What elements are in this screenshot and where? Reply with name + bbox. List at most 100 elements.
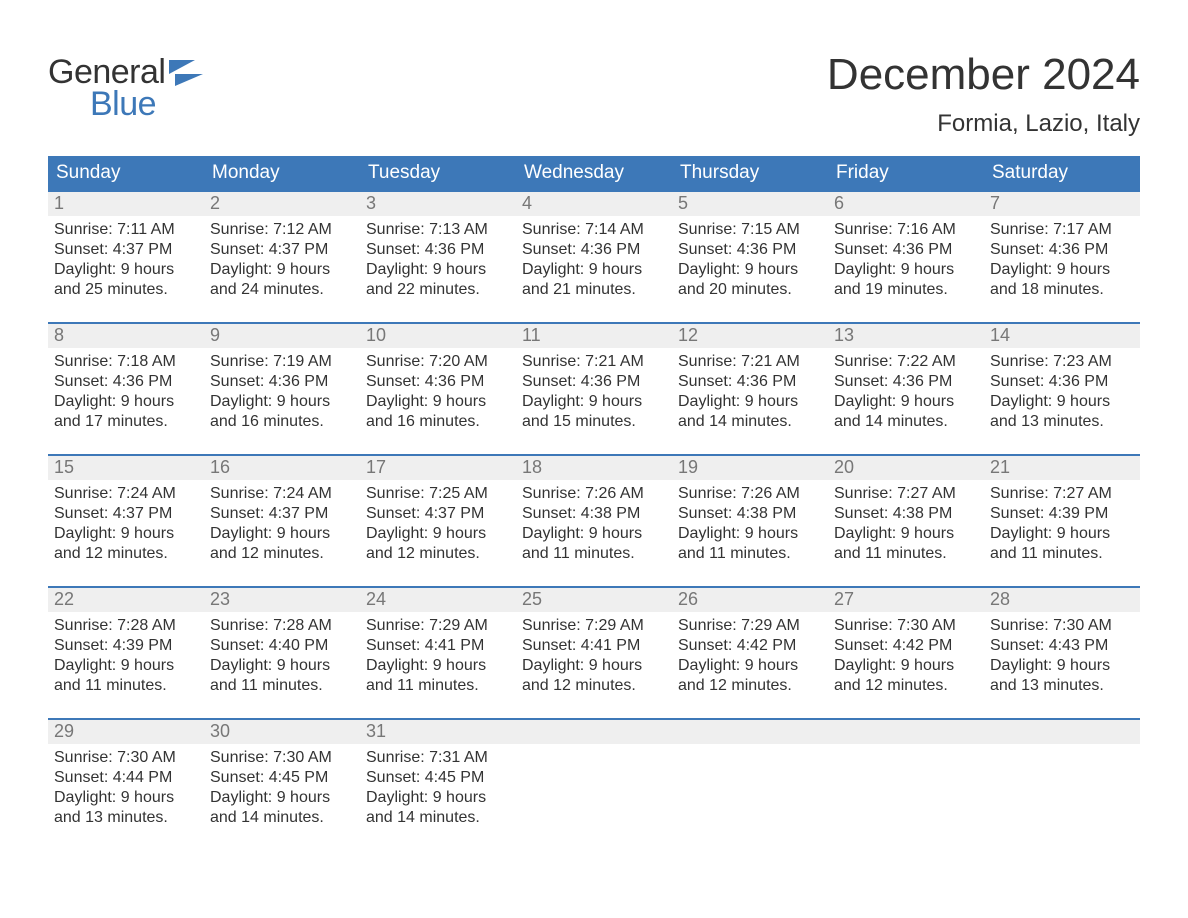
day-number: 17 [360, 454, 516, 480]
calendar-table: Sunday Monday Tuesday Wednesday Thursday… [48, 156, 1140, 850]
day-details: Sunrise: 7:25 AMSunset: 4:37 PMDaylight:… [360, 480, 516, 564]
calendar-cell [984, 718, 1140, 850]
calendar-cell: 24Sunrise: 7:29 AMSunset: 4:41 PMDayligh… [360, 586, 516, 718]
day-details: Sunrise: 7:18 AMSunset: 4:36 PMDaylight:… [48, 348, 204, 432]
sunset-line: Sunset: 4:36 PM [678, 372, 822, 392]
calendar-row: 8Sunrise: 7:18 AMSunset: 4:36 PMDaylight… [48, 322, 1140, 454]
sunrise-line: Sunrise: 7:15 AM [678, 220, 822, 240]
sunrise-line: Sunrise: 7:18 AM [54, 352, 198, 372]
day-number: 15 [48, 454, 204, 480]
calendar-row: 29Sunrise: 7:30 AMSunset: 4:44 PMDayligh… [48, 718, 1140, 850]
sunset-line: Sunset: 4:36 PM [366, 240, 510, 260]
sunrise-line: Sunrise: 7:11 AM [54, 220, 198, 240]
calendar-cell: 28Sunrise: 7:30 AMSunset: 4:43 PMDayligh… [984, 586, 1140, 718]
daylight-line-2: and 14 minutes. [678, 412, 822, 432]
sunrise-line: Sunrise: 7:21 AM [678, 352, 822, 372]
sunrise-line: Sunrise: 7:16 AM [834, 220, 978, 240]
weekday-header: Friday [828, 156, 984, 190]
day-number: 1 [48, 190, 204, 216]
daylight-line-1: Daylight: 9 hours [366, 524, 510, 544]
sunrise-line: Sunrise: 7:28 AM [210, 616, 354, 636]
calendar-cell: 23Sunrise: 7:28 AMSunset: 4:40 PMDayligh… [204, 586, 360, 718]
daylight-line-2: and 11 minutes. [678, 544, 822, 564]
day-details: Sunrise: 7:26 AMSunset: 4:38 PMDaylight:… [516, 480, 672, 564]
day-details: Sunrise: 7:27 AMSunset: 4:38 PMDaylight:… [828, 480, 984, 564]
daylight-line-1: Daylight: 9 hours [678, 260, 822, 280]
sunset-line: Sunset: 4:42 PM [678, 636, 822, 656]
empty-day-bar [828, 718, 984, 744]
daylight-line-2: and 13 minutes. [54, 808, 198, 828]
sunrise-line: Sunrise: 7:26 AM [678, 484, 822, 504]
day-details: Sunrise: 7:16 AMSunset: 4:36 PMDaylight:… [828, 216, 984, 300]
day-number: 21 [984, 454, 1140, 480]
sunrise-line: Sunrise: 7:17 AM [990, 220, 1134, 240]
daylight-line-1: Daylight: 9 hours [678, 656, 822, 676]
day-details: Sunrise: 7:17 AMSunset: 4:36 PMDaylight:… [984, 216, 1140, 300]
daylight-line-1: Daylight: 9 hours [210, 392, 354, 412]
calendar-cell [672, 718, 828, 850]
daylight-line-1: Daylight: 9 hours [210, 656, 354, 676]
day-number: 10 [360, 322, 516, 348]
title-block: December 2024 Formia, Lazio, Italy [827, 50, 1140, 138]
daylight-line-1: Daylight: 9 hours [366, 656, 510, 676]
daylight-line-1: Daylight: 9 hours [366, 260, 510, 280]
day-number: 18 [516, 454, 672, 480]
day-details: Sunrise: 7:30 AMSunset: 4:45 PMDaylight:… [204, 744, 360, 828]
daylight-line-2: and 22 minutes. [366, 280, 510, 300]
sunrise-line: Sunrise: 7:13 AM [366, 220, 510, 240]
daylight-line-1: Daylight: 9 hours [990, 656, 1134, 676]
calendar-cell: 12Sunrise: 7:21 AMSunset: 4:36 PMDayligh… [672, 322, 828, 454]
empty-day-bar [516, 718, 672, 744]
calendar-cell: 2Sunrise: 7:12 AMSunset: 4:37 PMDaylight… [204, 190, 360, 322]
sunset-line: Sunset: 4:36 PM [990, 372, 1134, 392]
calendar-cell: 10Sunrise: 7:20 AMSunset: 4:36 PMDayligh… [360, 322, 516, 454]
calendar-cell: 6Sunrise: 7:16 AMSunset: 4:36 PMDaylight… [828, 190, 984, 322]
sunset-line: Sunset: 4:36 PM [366, 372, 510, 392]
day-details: Sunrise: 7:20 AMSunset: 4:36 PMDaylight:… [360, 348, 516, 432]
empty-day-bar [984, 718, 1140, 744]
weekday-row: Sunday Monday Tuesday Wednesday Thursday… [48, 156, 1140, 190]
daylight-line-1: Daylight: 9 hours [210, 788, 354, 808]
sunset-line: Sunset: 4:36 PM [210, 372, 354, 392]
day-details: Sunrise: 7:30 AMSunset: 4:44 PMDaylight:… [48, 744, 204, 828]
sunset-line: Sunset: 4:38 PM [678, 504, 822, 524]
sunrise-line: Sunrise: 7:28 AM [54, 616, 198, 636]
sunset-line: Sunset: 4:45 PM [210, 768, 354, 788]
sunrise-line: Sunrise: 7:26 AM [522, 484, 666, 504]
daylight-line-2: and 25 minutes. [54, 280, 198, 300]
daylight-line-1: Daylight: 9 hours [54, 392, 198, 412]
day-details: Sunrise: 7:14 AMSunset: 4:36 PMDaylight:… [516, 216, 672, 300]
daylight-line-2: and 11 minutes. [522, 544, 666, 564]
sunset-line: Sunset: 4:37 PM [210, 504, 354, 524]
sunset-line: Sunset: 4:37 PM [210, 240, 354, 260]
daylight-line-1: Daylight: 9 hours [678, 392, 822, 412]
sunrise-line: Sunrise: 7:24 AM [210, 484, 354, 504]
daylight-line-1: Daylight: 9 hours [834, 260, 978, 280]
daylight-line-2: and 24 minutes. [210, 280, 354, 300]
day-number: 3 [360, 190, 516, 216]
sunset-line: Sunset: 4:36 PM [678, 240, 822, 260]
daylight-line-2: and 12 minutes. [678, 676, 822, 696]
daylight-line-1: Daylight: 9 hours [522, 656, 666, 676]
calendar-cell: 5Sunrise: 7:15 AMSunset: 4:36 PMDaylight… [672, 190, 828, 322]
weekday-header: Thursday [672, 156, 828, 190]
day-number: 14 [984, 322, 1140, 348]
day-number: 24 [360, 586, 516, 612]
calendar-cell: 27Sunrise: 7:30 AMSunset: 4:42 PMDayligh… [828, 586, 984, 718]
daylight-line-1: Daylight: 9 hours [522, 392, 666, 412]
daylight-line-2: and 16 minutes. [210, 412, 354, 432]
calendar-cell: 30Sunrise: 7:30 AMSunset: 4:45 PMDayligh… [204, 718, 360, 850]
sunrise-line: Sunrise: 7:29 AM [678, 616, 822, 636]
logo-line2: Blue [48, 88, 165, 120]
calendar-cell: 29Sunrise: 7:30 AMSunset: 4:44 PMDayligh… [48, 718, 204, 850]
sunset-line: Sunset: 4:37 PM [366, 504, 510, 524]
sunrise-line: Sunrise: 7:30 AM [990, 616, 1134, 636]
sunrise-line: Sunrise: 7:20 AM [366, 352, 510, 372]
day-number: 20 [828, 454, 984, 480]
sunrise-line: Sunrise: 7:19 AM [210, 352, 354, 372]
sunrise-line: Sunrise: 7:30 AM [54, 748, 198, 768]
day-number: 27 [828, 586, 984, 612]
sunrise-line: Sunrise: 7:27 AM [834, 484, 978, 504]
daylight-line-1: Daylight: 9 hours [990, 260, 1134, 280]
day-details: Sunrise: 7:12 AMSunset: 4:37 PMDaylight:… [204, 216, 360, 300]
